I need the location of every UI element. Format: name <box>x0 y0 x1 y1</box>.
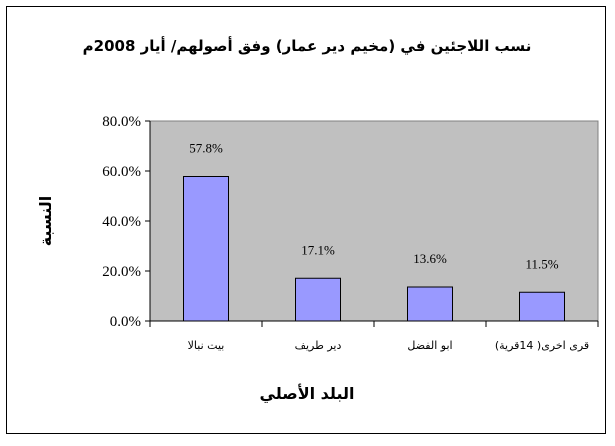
bar-value-label: 57.8% <box>189 141 223 156</box>
value-labels: 57.8% 17.1% 13.6% 11.5% <box>189 141 559 272</box>
y-tick-label: 0.0% <box>110 314 141 330</box>
y-tick-label: 20.0% <box>102 264 141 280</box>
x-tick-label: ابو الفضل <box>407 339 452 352</box>
y-tick-label: 80.0% <box>102 114 141 130</box>
y-axis: 0.0% 20.0% 40.0% 60.0% 80.0% <box>102 114 151 330</box>
chart-frame: نسب اللاجئين في (مخيم دير عمار) وفق أصول… <box>6 6 606 434</box>
bar-value-label: 11.5% <box>525 256 558 271</box>
x-axis <box>149 320 599 327</box>
bar <box>407 286 453 322</box>
x-tick-label: بيت نبالا <box>188 339 225 352</box>
x-tick-label: قرى اخرى( 14قرية) <box>495 339 589 352</box>
category-labels: بيت نبالا دير طريف ابو الفضل قرى اخرى( 14قر… <box>188 339 590 352</box>
bar-value-label: 13.6% <box>413 251 447 266</box>
y-tick-label: 60.0% <box>102 164 141 180</box>
bar-value-label: 17.1% <box>301 242 335 257</box>
bar <box>519 291 565 322</box>
bars <box>183 176 565 322</box>
y-tick-label: 40.0% <box>102 214 141 230</box>
bar <box>183 176 229 322</box>
x-axis-title: البلد الأصلي <box>260 384 355 404</box>
chart-title: نسب اللاجئين في (مخيم دير عمار) وفق أصول… <box>83 36 532 55</box>
x-tick-label: دير طريف <box>295 339 342 352</box>
y-axis-title: النسبة <box>36 196 55 247</box>
bar <box>295 277 341 322</box>
bar-chart: نسب اللاجئين في (مخيم دير عمار) وفق أصول… <box>36 36 599 404</box>
